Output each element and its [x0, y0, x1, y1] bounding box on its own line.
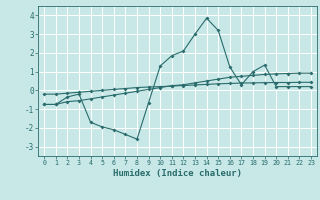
X-axis label: Humidex (Indice chaleur): Humidex (Indice chaleur) — [113, 169, 242, 178]
